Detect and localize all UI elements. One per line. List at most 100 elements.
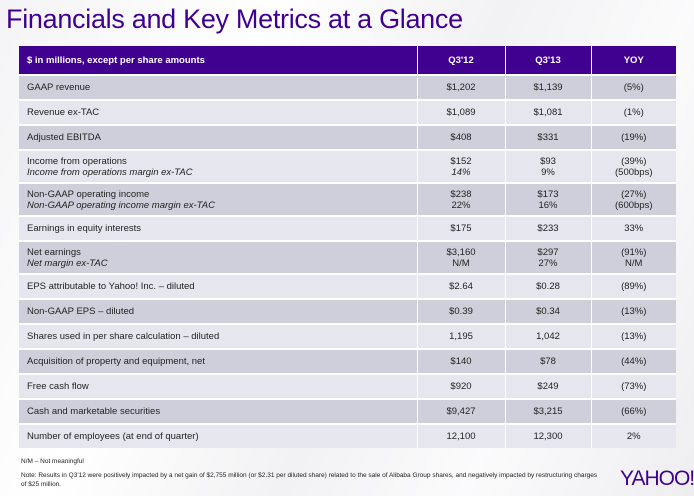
cell-q312-sub-value: 22% — [451, 199, 471, 211]
cell-q312-value: $140 — [450, 356, 472, 367]
cell-q312-value: $1,202 — [446, 82, 476, 93]
cell-yoy-value: (13%) — [621, 331, 647, 342]
row-label: Non-GAAP EPS – diluted — [19, 298, 418, 324]
cell-q312: $2.64 — [417, 273, 506, 299]
page-title: Financials and Key Metrics at a Glance — [6, 4, 463, 34]
cell-q313-value: 1,042 — [536, 331, 560, 342]
table-row: Revenue ex-TAC $1,089 $1,081 (1%) — [19, 99, 676, 125]
cell-q312-value: 1,195 — [449, 331, 473, 342]
cell-q312-value: $238 — [450, 188, 472, 200]
cell-q313: $0.34 — [505, 298, 592, 324]
cell-yoy-value: (89%) — [621, 281, 647, 292]
cell-q312-sub-value: 14% — [451, 166, 471, 178]
header-yoy: YOY — [591, 46, 676, 75]
row-label: Cash and marketable securities — [19, 398, 418, 424]
row-label: EPS attributable to Yahoo! Inc. – dilute… — [19, 273, 418, 299]
cell-yoy-sub-value: (600bps) — [615, 199, 653, 211]
cell-q313-value: $3,215 — [533, 406, 563, 417]
table-row: Non-GAAP operating income Non-GAAP operat… — [19, 182, 676, 216]
row-label: GAAP revenue — [19, 74, 418, 100]
header-q312: Q3'12 — [417, 46, 506, 75]
row-label: Revenue ex-TAC — [19, 99, 418, 125]
cell-q313: 1,042 — [505, 323, 592, 349]
cell-q312: $3,160 N/M — [417, 240, 506, 274]
cell-q312-value: $408 — [450, 132, 472, 143]
cell-q313: $0.28 — [505, 273, 592, 299]
cell-yoy-sub-value: (500bps) — [615, 166, 653, 178]
row-label-value: Revenue ex-TAC — [27, 107, 100, 118]
yahoo-logo: YAHOO! — [620, 467, 694, 490]
cell-q313-value: $331 — [537, 132, 559, 143]
header-metric: $ in millions, except per share amounts — [19, 46, 418, 75]
cell-q312: $1,089 — [417, 99, 506, 125]
row-label: Shares used in per share calculation – d… — [19, 323, 418, 349]
cell-q312: $920 — [417, 373, 506, 399]
cell-yoy: (89%) — [591, 273, 676, 299]
table-row: Shares used in per share calculation – d… — [19, 323, 676, 349]
cell-q312-value: $1,089 — [446, 107, 476, 118]
cell-q312-value: $0.39 — [449, 306, 473, 317]
cell-q313-value: 12,300 — [533, 431, 563, 442]
row-label: Free cash flow — [19, 373, 418, 399]
row-label: Non-GAAP operating income Non-GAAP operat… — [19, 182, 418, 216]
row-label-sub-value: Net margin ex-TAC — [27, 257, 108, 269]
table-row: GAAP revenue $1,202 $1,139 (5%) — [19, 74, 676, 100]
cell-q313: $93 9% — [505, 149, 592, 183]
cell-yoy: (73%) — [591, 373, 676, 399]
cell-q312-value: $152 — [450, 155, 472, 167]
cell-q312: 12,100 — [417, 423, 506, 448]
cell-q312: $140 — [417, 348, 506, 374]
cell-yoy-value: (44%) — [621, 356, 647, 367]
cell-q313: $233 — [505, 215, 592, 241]
cell-q312-value: $9,427 — [446, 406, 476, 417]
cell-yoy-value: (13%) — [621, 306, 647, 317]
cell-q313-value: $249 — [537, 381, 559, 392]
row-label-value: Free cash flow — [27, 381, 89, 392]
footnote-nm: N/M – Not meaningful — [21, 458, 84, 465]
cell-q313: $297 27% — [505, 240, 592, 274]
cell-q313-value: $173 — [537, 188, 559, 200]
cell-q312: 1,195 — [417, 323, 506, 349]
cell-yoy-value: (66%) — [621, 406, 647, 417]
cell-q312: $1,202 — [417, 74, 506, 100]
cell-q313-value: $78 — [540, 356, 556, 367]
cell-q312: $0.39 — [417, 298, 506, 324]
table-row: Cash and marketable securities $9,427 $3,2… — [19, 398, 676, 424]
cell-yoy: (39%) (500bps) — [591, 149, 676, 183]
cell-yoy: (13%) — [591, 323, 676, 349]
cell-q312-value: $3,160 — [446, 246, 476, 258]
cell-q312: $408 — [417, 124, 506, 150]
table-row: Net earnings Net margin ex-TAC $3,160 N/M $2… — [19, 240, 676, 274]
cell-yoy-value: (91%) — [621, 246, 647, 258]
cell-q313: 12,300 — [505, 423, 592, 448]
cell-q313: $78 — [505, 348, 592, 374]
row-label-sub-value: Non-GAAP operating income margin ex-TAC — [27, 199, 215, 211]
footnote-note: Note: Results in Q3'12 were positively i… — [21, 472, 598, 488]
cell-yoy-value: (73%) — [621, 381, 647, 392]
cell-q313-value: $297 — [537, 246, 559, 258]
cell-q312: $152 14% — [417, 149, 506, 183]
financials-table: $ in millions, except per share amounts … — [19, 46, 676, 448]
row-label-value: Non-GAAP operating income — [27, 188, 150, 200]
table-row: Free cash flow $920 $249 (73%) — [19, 373, 676, 399]
cell-yoy: (44%) — [591, 348, 676, 374]
table-row: Income from operations Income from operat… — [19, 149, 676, 183]
row-label-value: Net earnings — [27, 246, 81, 258]
row-label: Earnings in equity interests — [19, 215, 418, 241]
table-row: EPS attributable to Yahoo! Inc. – dilute… — [19, 273, 676, 299]
row-label-value: Income from operations — [27, 155, 127, 167]
cell-yoy: (5%) — [591, 74, 676, 100]
cell-yoy-sub-value: N/M — [625, 257, 643, 269]
row-label: Income from operations Income from operat… — [19, 149, 418, 183]
row-label-value: GAAP revenue — [27, 82, 91, 93]
cell-q312-value: 12,100 — [446, 431, 476, 442]
cell-q313-value: $0.34 — [536, 306, 560, 317]
cell-yoy-value: (39%) — [621, 155, 647, 167]
cell-q313-sub-value: 16% — [538, 199, 558, 211]
cell-q313-value: $1,139 — [533, 82, 563, 93]
cell-q312: $238 22% — [417, 182, 506, 216]
cell-q313-sub-value: 9% — [541, 166, 555, 178]
cell-q312-value: $2.64 — [449, 281, 473, 292]
cell-yoy: (1%) — [591, 99, 676, 125]
table-row: Number of employees (at end of quarter) 1… — [19, 423, 676, 448]
